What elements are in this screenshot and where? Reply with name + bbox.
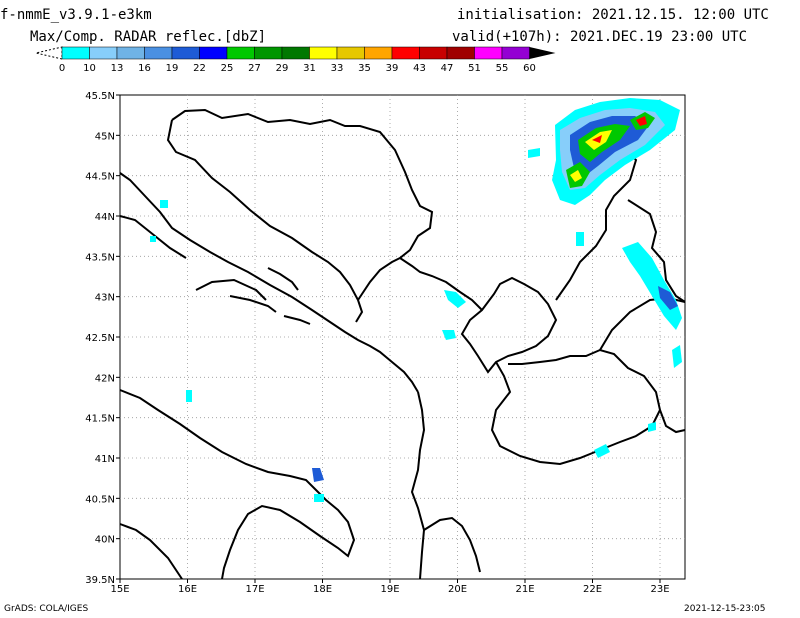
- legend-label: 27: [248, 63, 261, 74]
- lon-label: 23E: [650, 584, 669, 595]
- lat-label: 44N: [95, 212, 115, 223]
- initialisation-text: initialisation: 2021.12.15. 12:00 UTC: [457, 7, 769, 23]
- lat-label: 43.5N: [85, 252, 115, 263]
- lat-label: 39.5N: [85, 575, 115, 586]
- lon-label: 22E: [583, 584, 602, 595]
- legend-label: 47: [441, 63, 454, 74]
- legend-label: 25: [221, 63, 234, 74]
- legend-label: 55: [496, 63, 509, 74]
- legend-label: 0: [59, 63, 65, 74]
- legend-label: 31: [303, 63, 316, 74]
- lat-label: 42.5N: [85, 333, 115, 344]
- legend-label: 22: [193, 63, 206, 74]
- lat-label: 44.5N: [85, 172, 115, 183]
- product-title: Max/Comp. RADAR reflec.[dbZ]: [30, 29, 267, 45]
- legend-label: 33: [331, 63, 344, 74]
- legend-label: 19: [166, 63, 179, 74]
- lat-label: 40N: [95, 535, 115, 546]
- coastlines: [119, 108, 686, 580]
- lon-label: 16E: [178, 584, 197, 595]
- lat-label: 42N: [95, 373, 115, 384]
- lat-label: 41.5N: [85, 414, 115, 425]
- lat-label: 45.5N: [85, 91, 115, 102]
- lon-label: 20E: [448, 584, 467, 595]
- legend-label: 29: [276, 63, 289, 74]
- legend-label: 60: [523, 63, 536, 74]
- valid-time-text: valid(+107h): 2021.DEC.19 23:00 UTC: [452, 29, 748, 45]
- lat-label: 43N: [95, 293, 115, 304]
- lon-label: 18E: [313, 584, 332, 595]
- legend-label: 16: [138, 63, 151, 74]
- lon-label: 17E: [245, 584, 264, 595]
- legend-label: 10: [83, 63, 96, 74]
- footer-credit: GrADS: COLA/IGES: [4, 604, 89, 614]
- color-legend: 0 10 13 16 19 22 25 27 29 31 33 35 39 43 47 51 55 60: [35, 46, 556, 74]
- footer-timestamp: 2021-12-15-23:05: [684, 604, 766, 614]
- lat-label: 40.5N: [85, 494, 115, 505]
- reflectivity-echoes: [150, 98, 682, 502]
- lon-label: 21E: [515, 584, 534, 595]
- lat-label: 45N: [95, 131, 115, 142]
- legend-label: 51: [468, 63, 481, 74]
- axis-ticks: 45.5N 45N 44.5N 44N 43.5N 43N 42.5N 42N 41.5N 41N…: [85, 91, 669, 595]
- lon-label: 15E: [110, 584, 129, 595]
- legend-label: 35: [358, 63, 371, 74]
- lon-label: 19E: [380, 584, 399, 595]
- model-title: f-nmmE_v3.9.1-e3km: [0, 7, 152, 23]
- legend-label: 39: [386, 63, 399, 74]
- legend-label: 13: [111, 63, 124, 74]
- legend-label: 43: [413, 63, 426, 74]
- legend-over-arrow: [529, 47, 556, 59]
- lat-label: 41N: [95, 454, 115, 465]
